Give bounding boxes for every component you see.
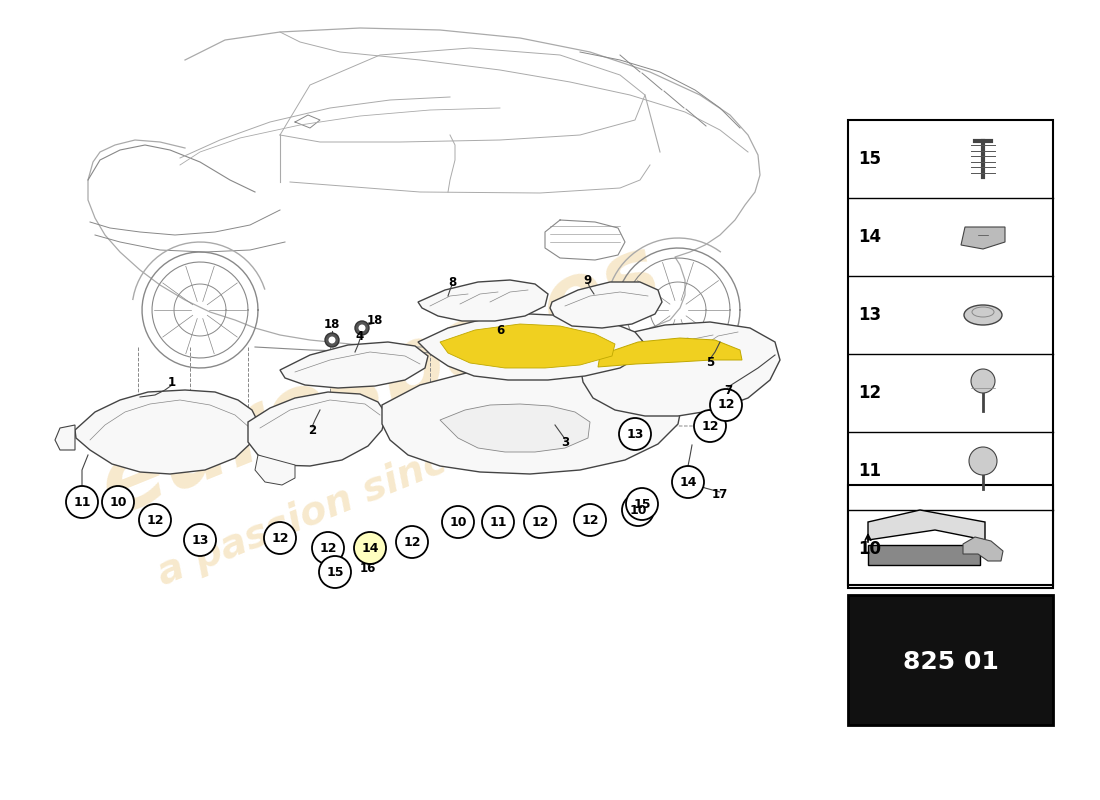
Text: 13: 13 bbox=[858, 306, 881, 324]
Text: 14: 14 bbox=[361, 542, 378, 554]
Polygon shape bbox=[418, 314, 645, 380]
Polygon shape bbox=[418, 280, 548, 321]
Text: 8: 8 bbox=[448, 275, 456, 289]
Circle shape bbox=[672, 466, 704, 498]
Circle shape bbox=[694, 410, 726, 442]
Text: 15: 15 bbox=[634, 498, 651, 510]
Bar bbox=[848, 595, 1053, 725]
Text: 18: 18 bbox=[323, 318, 340, 330]
Polygon shape bbox=[550, 282, 662, 328]
Text: 16: 16 bbox=[360, 562, 376, 574]
Text: 12: 12 bbox=[581, 514, 598, 526]
Circle shape bbox=[442, 506, 474, 538]
Polygon shape bbox=[868, 510, 985, 540]
Circle shape bbox=[329, 337, 336, 343]
Text: 17: 17 bbox=[712, 489, 728, 502]
Polygon shape bbox=[868, 545, 980, 565]
Text: 9: 9 bbox=[584, 274, 592, 286]
Polygon shape bbox=[440, 404, 590, 452]
Text: 12: 12 bbox=[702, 419, 718, 433]
Text: 7: 7 bbox=[724, 383, 733, 397]
Circle shape bbox=[482, 506, 514, 538]
Circle shape bbox=[312, 532, 344, 564]
Circle shape bbox=[66, 486, 98, 518]
Polygon shape bbox=[962, 537, 1003, 561]
Text: 11: 11 bbox=[74, 495, 90, 509]
Polygon shape bbox=[382, 365, 682, 474]
Circle shape bbox=[264, 522, 296, 554]
Polygon shape bbox=[255, 455, 295, 485]
Text: 10: 10 bbox=[449, 515, 466, 529]
Circle shape bbox=[359, 325, 365, 331]
Polygon shape bbox=[598, 338, 743, 367]
Text: 6: 6 bbox=[496, 323, 504, 337]
Circle shape bbox=[971, 369, 996, 393]
Text: a passion since 1985: a passion since 1985 bbox=[152, 387, 588, 593]
Text: 2: 2 bbox=[308, 423, 316, 437]
Text: 4: 4 bbox=[356, 330, 364, 342]
Text: 12: 12 bbox=[319, 542, 337, 554]
Circle shape bbox=[102, 486, 134, 518]
Text: 12: 12 bbox=[858, 384, 881, 402]
Text: 14: 14 bbox=[858, 228, 881, 246]
Text: 10: 10 bbox=[109, 495, 126, 509]
Text: 11: 11 bbox=[858, 462, 881, 480]
Text: 12: 12 bbox=[404, 535, 420, 549]
Circle shape bbox=[524, 506, 556, 538]
Text: 15: 15 bbox=[327, 566, 343, 578]
Text: 12: 12 bbox=[717, 398, 735, 411]
Circle shape bbox=[355, 321, 368, 335]
Polygon shape bbox=[248, 392, 386, 466]
Text: 12: 12 bbox=[146, 514, 164, 526]
Text: 5: 5 bbox=[706, 355, 714, 369]
Circle shape bbox=[710, 389, 742, 421]
Bar bbox=[848, 120, 1053, 588]
Bar bbox=[848, 485, 1053, 585]
Polygon shape bbox=[440, 324, 615, 368]
Text: 10: 10 bbox=[629, 503, 647, 517]
Text: 10: 10 bbox=[858, 540, 881, 558]
Circle shape bbox=[324, 333, 339, 347]
Circle shape bbox=[319, 556, 351, 588]
Text: 18: 18 bbox=[366, 314, 383, 326]
Circle shape bbox=[184, 524, 216, 556]
Circle shape bbox=[574, 504, 606, 536]
Circle shape bbox=[621, 494, 654, 526]
Ellipse shape bbox=[964, 305, 1002, 325]
Text: 15: 15 bbox=[858, 150, 881, 168]
Text: 825 01: 825 01 bbox=[903, 650, 999, 674]
Polygon shape bbox=[75, 390, 258, 474]
Text: 12: 12 bbox=[531, 515, 549, 529]
Text: 12: 12 bbox=[272, 531, 288, 545]
Text: 1: 1 bbox=[168, 375, 176, 389]
Polygon shape bbox=[961, 227, 1005, 249]
Polygon shape bbox=[280, 342, 428, 388]
Text: eurospares: eurospares bbox=[86, 226, 674, 534]
Text: 3: 3 bbox=[561, 435, 569, 449]
Text: 13: 13 bbox=[626, 427, 644, 441]
Circle shape bbox=[619, 418, 651, 450]
Circle shape bbox=[969, 447, 997, 475]
Text: 14: 14 bbox=[680, 475, 696, 489]
Polygon shape bbox=[55, 425, 75, 450]
Circle shape bbox=[396, 526, 428, 558]
Text: 11: 11 bbox=[490, 515, 507, 529]
Text: 13: 13 bbox=[191, 534, 209, 546]
Polygon shape bbox=[580, 322, 780, 416]
Circle shape bbox=[139, 504, 170, 536]
Circle shape bbox=[354, 532, 386, 564]
Circle shape bbox=[626, 488, 658, 520]
